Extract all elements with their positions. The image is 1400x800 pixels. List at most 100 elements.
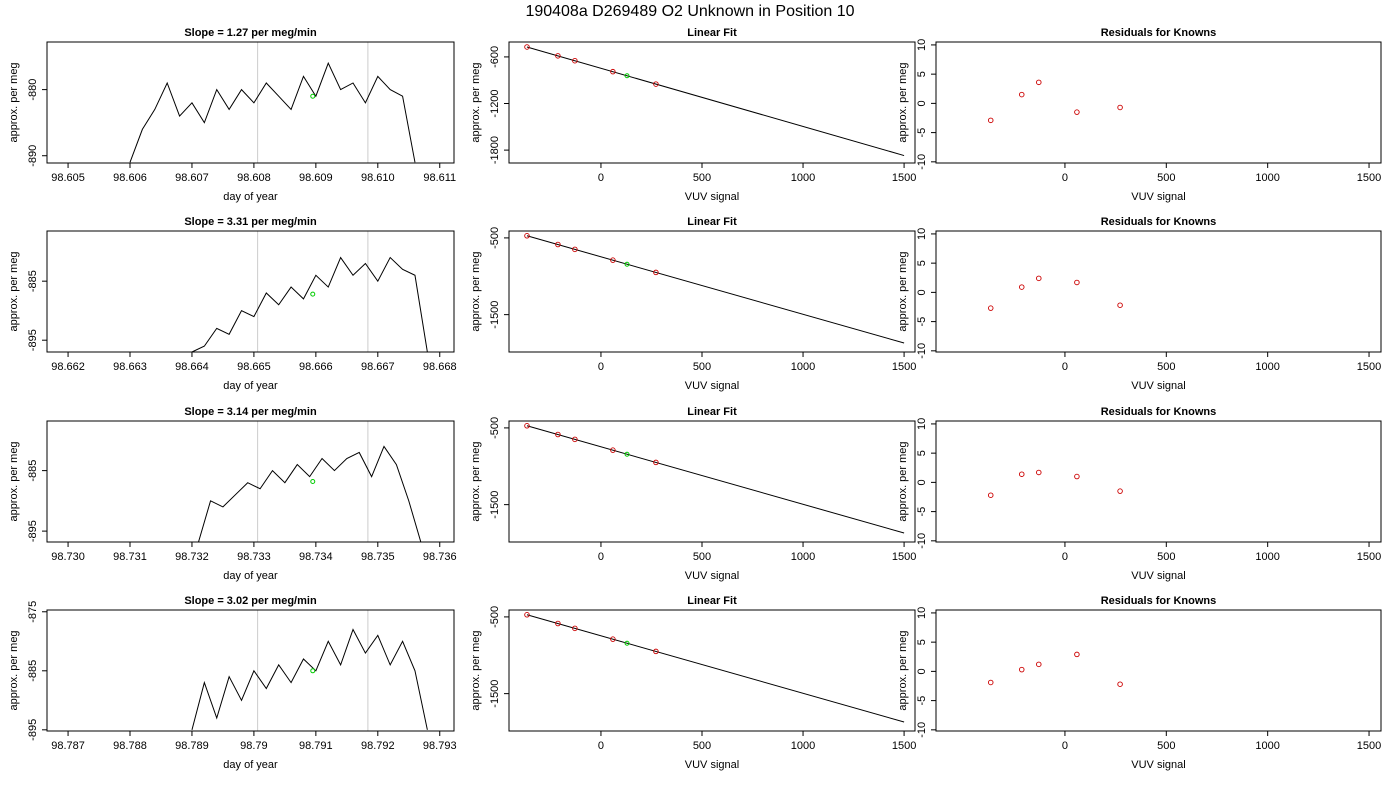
x-tick-label: 500 <box>693 551 711 563</box>
x-tick-label: 98.79 <box>240 740 268 752</box>
panel-title: Residuals for Knowns <box>1101 595 1217 607</box>
fit-line <box>526 425 905 534</box>
x-tick-label: 98.792 <box>361 740 395 752</box>
data-point <box>1019 91 1025 98</box>
panel: Slope = 3.02 per meg/min day of year appro… <box>8 595 457 771</box>
x-tick-label: 98.605 <box>51 172 85 184</box>
x-tick-label: 98.611 <box>423 172 456 184</box>
data-point <box>610 636 616 642</box>
x-axis-label: day of year <box>223 570 278 582</box>
panel: Slope = 3.14 per meg/min day of year appro… <box>8 406 457 582</box>
highlight-point <box>624 261 630 267</box>
y-axis-label: approx. per meg <box>470 62 482 142</box>
data-point <box>610 68 616 75</box>
x-tick-label: 1000 <box>1255 551 1279 563</box>
data-point <box>1036 661 1042 668</box>
x-tick-label: 98.665 <box>237 361 271 373</box>
x-tick-label: 500 <box>1157 551 1175 563</box>
data-point <box>555 431 561 438</box>
x-tick-label: 98.606 <box>113 172 147 184</box>
data-point <box>524 612 530 618</box>
plot-frame <box>935 41 1382 164</box>
y-axis-label: approx. per meg <box>8 62 20 142</box>
data-line <box>191 256 428 352</box>
x-axis-label: day of year <box>223 759 278 771</box>
panel: Residuals for Knowns VUV signal approx. pe… <box>897 406 1382 582</box>
x-tick-label: 98.787 <box>51 740 85 752</box>
plot-frame <box>508 230 916 353</box>
x-tick-label: 1000 <box>1255 740 1279 752</box>
highlight-point <box>624 73 630 79</box>
x-axis-label: VUV signal <box>1131 191 1185 203</box>
panel-title: Residuals for Knowns <box>1101 406 1217 418</box>
y-tick-label: -895 <box>27 520 39 542</box>
data-point <box>1117 681 1123 687</box>
data-point <box>1019 284 1025 290</box>
x-tick-label: 500 <box>1157 740 1175 752</box>
data-point <box>555 53 561 59</box>
y-tick-label: 5 <box>916 639 928 645</box>
x-axis-label: VUV signal <box>685 759 739 771</box>
figure-title: 190408a D269489 O2 Unknown in Position 1… <box>525 3 854 20</box>
data-point <box>1036 275 1042 282</box>
x-tick-label: 98.666 <box>299 361 333 373</box>
panel-title: Slope = 3.14 per meg/min <box>184 406 317 418</box>
y-tick-label: -10 <box>916 343 928 359</box>
x-tick-label: 98.730 <box>51 551 85 563</box>
data-point <box>1117 302 1123 308</box>
y-tick-label: -5 <box>916 317 928 327</box>
y-axis-label: approx. per meg <box>470 630 482 710</box>
data-point <box>653 459 659 466</box>
y-tick-label: -10 <box>916 722 928 738</box>
x-axis-label: VUV signal <box>1131 759 1185 771</box>
y-axis-label: approx. per meg <box>470 441 482 521</box>
x-tick-label: 500 <box>693 172 711 184</box>
panel: Residuals for Knowns VUV signal approx. pe… <box>897 595 1382 771</box>
y-tick-label: -890 <box>27 145 39 167</box>
x-axis-label: day of year <box>223 380 278 392</box>
y-tick-label: -600 <box>489 46 501 68</box>
y-tick-label: 0 <box>916 479 928 485</box>
x-tick-label: 98.736 <box>423 551 457 563</box>
y-tick-label: 5 <box>916 71 928 77</box>
x-tick-label: 500 <box>693 740 711 752</box>
x-tick-label: 98.734 <box>299 551 333 563</box>
panel-title: Linear Fit <box>687 595 737 607</box>
y-tick-label: -5 <box>916 507 928 517</box>
data-point <box>1117 104 1123 111</box>
x-tick-label: 98.607 <box>175 172 209 184</box>
panel: Linear Fit VUV signal approx. per meg 0 500 1… <box>470 406 916 582</box>
x-tick-label: 1500 <box>1357 172 1381 184</box>
plot-frame <box>46 41 455 164</box>
data-point <box>1117 488 1123 494</box>
data-point <box>987 117 994 124</box>
y-tick-label: -1800 <box>489 136 501 164</box>
x-tick-label: 1500 <box>1357 551 1381 563</box>
x-tick-label: 98.667 <box>361 361 395 373</box>
x-tick-label: 0 <box>1062 361 1068 373</box>
data-point <box>1019 471 1025 477</box>
y-tick-label: 5 <box>916 450 928 456</box>
panel: Residuals for Knowns VUV signal approx. pe… <box>897 27 1382 203</box>
plot-frame <box>935 609 1382 732</box>
x-tick-label: 500 <box>693 361 711 373</box>
plot-area <box>987 275 1123 311</box>
data-point <box>572 57 578 64</box>
y-tick-label: 5 <box>916 260 928 266</box>
y-tick-label: 0 <box>916 100 928 106</box>
highlight-point <box>310 93 316 99</box>
y-tick-label: -885 <box>27 460 39 482</box>
x-tick-label: 98.733 <box>237 551 271 563</box>
data-point <box>1036 469 1042 476</box>
data-point <box>987 305 994 311</box>
x-tick-label: 0 <box>1062 551 1068 563</box>
data-line <box>197 445 422 542</box>
y-tick-label: -1200 <box>489 89 501 117</box>
data-point <box>572 246 578 253</box>
x-tick-label: 98.609 <box>299 172 333 184</box>
plot-frame <box>508 609 916 732</box>
panel-title: Linear Fit <box>687 406 737 418</box>
y-tick-label: -1500 <box>489 680 501 708</box>
